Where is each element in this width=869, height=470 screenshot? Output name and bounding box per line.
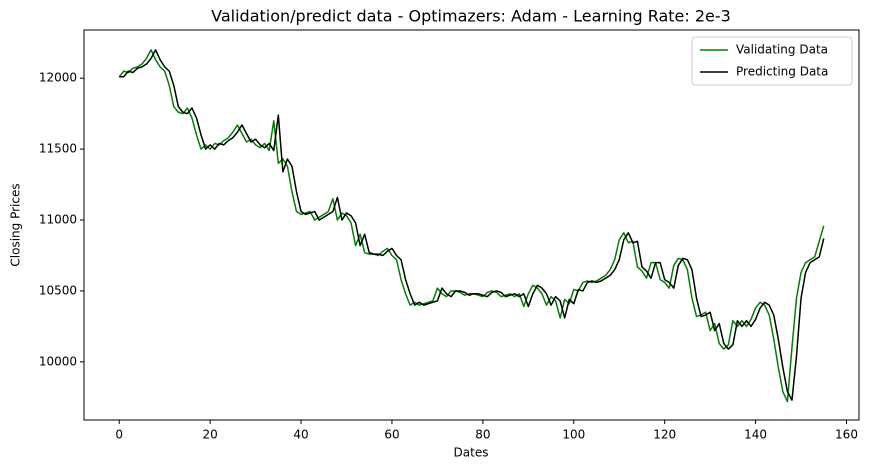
x-tick-label: 80 [475, 428, 490, 442]
x-tick-label: 20 [202, 428, 217, 442]
x-tick-label: 120 [653, 428, 676, 442]
x-tick-label: 60 [384, 428, 399, 442]
legend-label: Predicting Data [736, 65, 828, 79]
y-axis-label: Closing Prices [9, 183, 23, 266]
chart-title: Validation/predict data - Optimazers: Ad… [211, 7, 731, 26]
axes-frame [83, 29, 860, 421]
x-tick-label: 100 [562, 428, 585, 442]
y-tick-label: 10500 [39, 283, 77, 297]
x-tick-label: 140 [744, 428, 767, 442]
y-tick-label: 11000 [39, 213, 77, 227]
x-tick-label: 0 [115, 428, 123, 442]
y-tick-label: 11500 [39, 142, 77, 156]
line-series [118, 49, 825, 403]
line-series [119, 49, 825, 401]
x-tick-label: 160 [835, 428, 858, 442]
x-tick-label: 40 [293, 428, 308, 442]
x-axis-label: Dates [454, 446, 489, 460]
y-tick-label: 12000 [39, 71, 77, 85]
legend-box [691, 36, 853, 86]
legend-label: Validating Data [736, 43, 828, 57]
y-tick-label: 10000 [39, 354, 77, 368]
